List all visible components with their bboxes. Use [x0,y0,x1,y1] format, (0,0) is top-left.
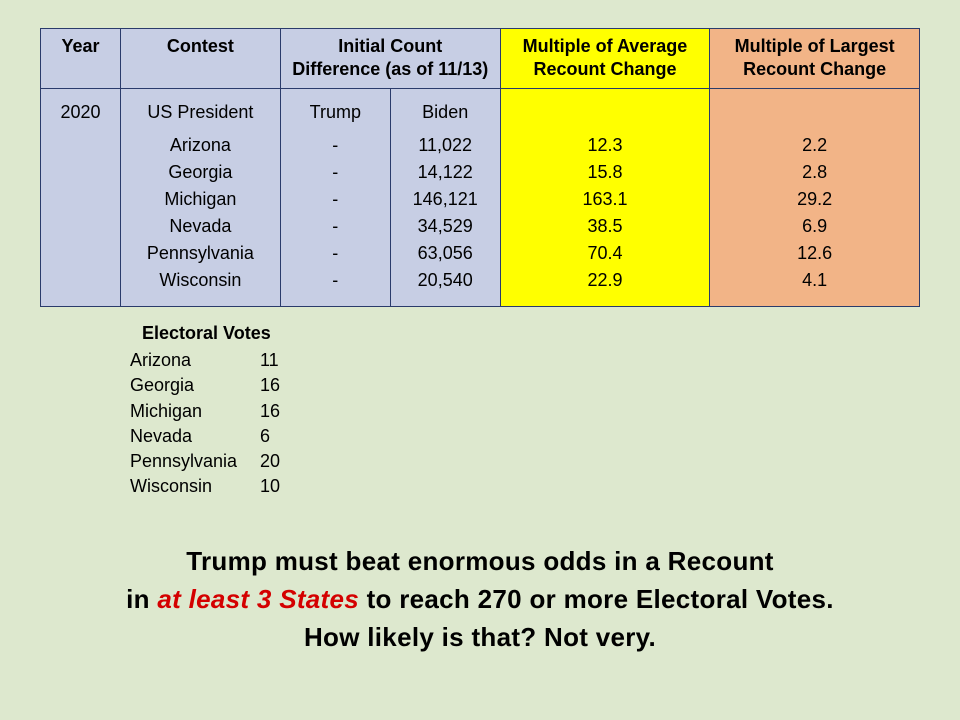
header-initial-count: Initial Count Difference (as of 11/13) [280,29,500,89]
header-contest: Contest [120,29,280,89]
msg-line-3: How likely is that? Not very. [40,619,920,657]
emphasis-text: at least 3 States [157,584,359,614]
msg-line-1: Trump must beat enormous odds in a Recou… [40,543,920,581]
biden-column: Biden 11,022 14,122 146,121 34,529 63,05… [391,89,500,306]
cell-contest: US President Arizona Georgia Michigan Ne… [120,89,280,307]
electoral-votes-title: Electoral Votes [130,321,920,346]
ev-row: Georgia16 [130,373,920,398]
header-year: Year [41,29,121,89]
recount-table: Year Contest Initial Count Difference (a… [40,28,920,307]
ev-row: Nevada6 [130,424,920,449]
ev-row: Michigan16 [130,399,920,424]
ev-row: Pennsylvania20 [130,449,920,474]
electoral-votes-block: Electoral Votes Arizona11 Georgia16 Mich… [130,321,920,499]
conclusion-message: Trump must beat enormous odds in a Recou… [40,543,920,656]
ev-row: Wisconsin10 [130,474,920,499]
header-largest-multiple: Multiple of Largest Recount Change [710,29,920,89]
cell-largest-multiple: 2.2 2.8 29.2 6.9 12.6 4.1 [710,89,920,307]
state-list: Arizona Georgia Michigan Nevada Pennsylv… [129,132,272,294]
cell-initial-count: Trump - - - - - - Biden 11,02 [280,89,500,307]
cell-year: 2020 [41,89,121,307]
msg-line-2: in at least 3 States to reach 270 or mor… [40,581,920,619]
trump-column: Trump - - - - - - [281,89,391,306]
table-header-row: Year Contest Initial Count Difference (a… [41,29,920,89]
ev-row: Arizona11 [130,348,920,373]
cell-avg-multiple: 12.3 15.8 163.1 38.5 70.4 22.9 [500,89,710,307]
table-body-row: 2020 US President Arizona Georgia Michig… [41,89,920,307]
header-avg-multiple: Multiple of Average Recount Change [500,29,710,89]
